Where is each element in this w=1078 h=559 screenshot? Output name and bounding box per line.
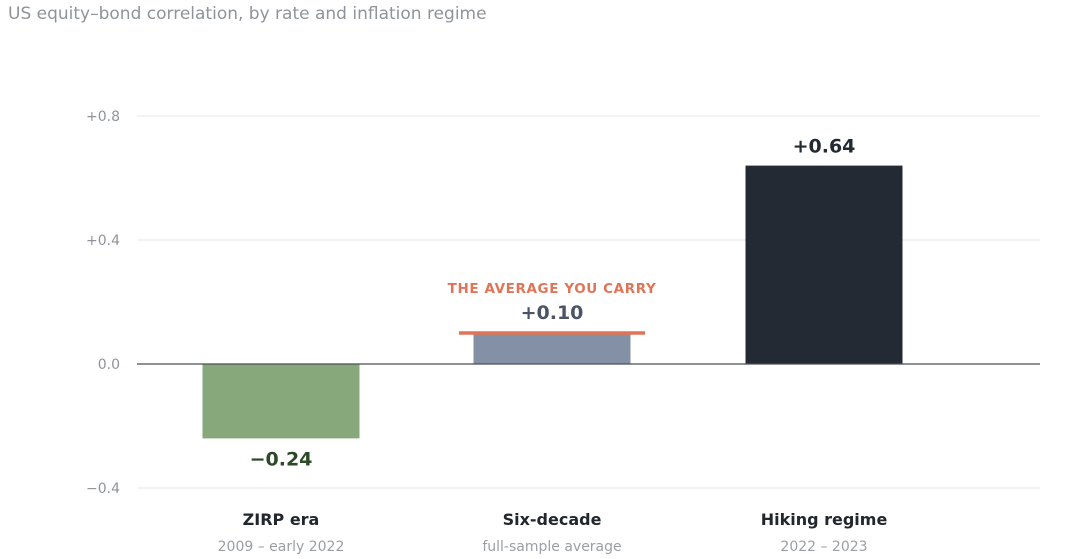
y-tick-label: +0.4 (86, 233, 120, 249)
average-callout: THE AVERAGE YOU CARRY (448, 281, 657, 297)
bars (202, 165, 903, 439)
chart-title: US equity–bond correlation, by rate and … (8, 4, 487, 24)
bar-2 (473, 333, 631, 364)
category-sublabel: 2009 – early 2022 (218, 539, 345, 555)
value-label-3: +0.64 (793, 136, 856, 158)
category-label: ZIRP era (243, 510, 320, 529)
value-labels: −0.24 +0.10 +0.64 (250, 136, 856, 471)
bar-1 (202, 364, 360, 439)
category-sublabel: 2022 – 2023 (780, 539, 867, 555)
category-sublabel: full-sample average (482, 539, 621, 555)
y-tick-label: +0.8 (86, 109, 120, 125)
category-labels: ZIRP era 2009 – early 2022 Six-decade full-… (218, 510, 888, 555)
value-label-1: −0.24 (250, 448, 313, 470)
category-label: Six-decade (503, 510, 602, 529)
value-label-2: +0.10 (521, 302, 584, 324)
category-label: Hiking regime (761, 510, 888, 529)
y-tick-label: 0.0 (98, 357, 120, 373)
bar-3 (745, 165, 903, 364)
y-tick-label: −0.4 (86, 481, 120, 497)
annotation: THE AVERAGE YOU CARRY (448, 281, 657, 335)
y-axis-ticks: +0.8 +0.4 0.0 −0.4 (86, 109, 120, 497)
